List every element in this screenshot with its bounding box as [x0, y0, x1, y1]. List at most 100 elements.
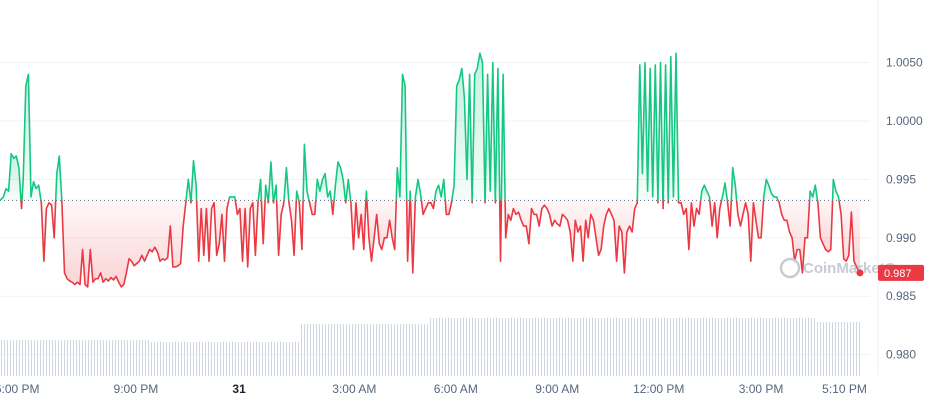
line-segment-up: [302, 143, 310, 201]
volume-bar: [625, 318, 626, 376]
volume-bar: [421, 324, 422, 376]
volume-bar: [19, 340, 20, 376]
volume-bar: [577, 318, 578, 376]
volume-bar: [235, 342, 236, 376]
volume-bar: [10, 340, 11, 376]
line-segment-up: [451, 67, 473, 201]
volume-bar: [172, 342, 173, 376]
line-segment-up: [720, 182, 729, 201]
volume-bar: [34, 340, 35, 376]
volume-bar: [721, 318, 722, 376]
volume-bar: [517, 318, 518, 376]
coinmarketcap-logo-icon: [779, 257, 801, 279]
volume-bar: [103, 340, 104, 376]
volume-bar: [484, 318, 485, 376]
volume-bar: [214, 342, 215, 376]
volume-bar: [238, 342, 239, 376]
line-segment-down: [838, 200, 861, 274]
volume-bar: [247, 342, 248, 376]
volume-bar: [277, 342, 278, 376]
volume-bar: [355, 324, 356, 376]
volume-bar: [490, 318, 491, 376]
volume-bar: [703, 318, 704, 376]
volume-bar: [448, 318, 449, 376]
line-segment-down: [777, 200, 811, 274]
volume-bar: [553, 318, 554, 376]
line-segment-up: [228, 196, 237, 201]
volume-bar: [712, 318, 713, 376]
volume-bar: [694, 318, 695, 376]
area-fill-up: [434, 179, 446, 201]
line-segment-down: [735, 200, 765, 262]
area-fill-down: [196, 200, 229, 262]
volume-bar: [142, 340, 143, 376]
volume-bar: [832, 322, 833, 376]
volume-bar: [499, 318, 500, 376]
volume-bar: [46, 340, 47, 376]
volume-bar: [241, 342, 242, 376]
area-fill-up: [228, 196, 236, 201]
volume-bar: [79, 340, 80, 376]
volume-bar: [580, 318, 581, 376]
volume-bar: [688, 318, 689, 376]
volume-bar: [16, 340, 17, 376]
volume-bar: [841, 322, 842, 376]
volume-bar: [289, 342, 290, 376]
line-segment-down: [344, 200, 347, 204]
x-tick-label: 31: [232, 382, 246, 396]
volume-bar: [700, 318, 701, 376]
line-segment-down: [409, 200, 417, 274]
volume-bar: [727, 318, 728, 376]
line-segment-down: [444, 200, 453, 216]
volume-bar: [58, 340, 59, 376]
volume-bar: [391, 324, 392, 376]
area-fill-down: [366, 200, 397, 262]
volume-bar: [442, 318, 443, 376]
volume-bar: [160, 342, 161, 376]
volume-bar: [199, 342, 200, 376]
volume-bar: [838, 322, 839, 376]
volume-bar: [778, 318, 779, 376]
volume-bar: [31, 340, 32, 376]
volume-bar: [844, 322, 845, 376]
x-tick-label: 5:10 PM: [822, 382, 867, 396]
volume-bar: [790, 318, 791, 376]
volume-bar: [508, 318, 509, 376]
line-segment-up: [345, 178, 352, 201]
volume-bar: [673, 318, 674, 376]
volume-bar: [781, 318, 782, 376]
volume-bar: [370, 324, 371, 376]
line-segment-up: [54, 155, 63, 201]
line-segment-down: [20, 200, 23, 210]
volume-bar: [388, 324, 389, 376]
volume-bar: [691, 318, 692, 376]
volume-bar: [847, 322, 848, 376]
volume-bar: [520, 318, 521, 376]
volume-bar: [562, 318, 563, 376]
line-segment-up: [333, 161, 347, 201]
line-segment-up: [365, 190, 368, 201]
volume-bar: [331, 324, 332, 376]
line-segment-down: [330, 200, 335, 216]
volume-bar: [787, 318, 788, 376]
volume-bar: [826, 322, 827, 376]
volume-bar: [175, 342, 176, 376]
volume-bar: [283, 342, 284, 376]
volume-bar: [232, 342, 233, 376]
volume-bar: [538, 318, 539, 376]
volume-bar: [202, 342, 203, 376]
volume-bar: [772, 318, 773, 376]
volume-bar: [181, 342, 182, 376]
volume-bar: [487, 318, 488, 376]
volume-bar: [319, 324, 320, 376]
volume-bar: [223, 342, 224, 376]
volume-bar: [859, 322, 860, 376]
line-segment-up: [264, 184, 269, 201]
volume-bar: [145, 340, 146, 376]
volume-bar: [757, 318, 758, 376]
volume-bar: [130, 340, 131, 376]
volume-bar: [301, 324, 302, 376]
line-segment-up: [433, 178, 447, 201]
volume-bar: [835, 322, 836, 376]
line-segment-up: [484, 61, 497, 201]
